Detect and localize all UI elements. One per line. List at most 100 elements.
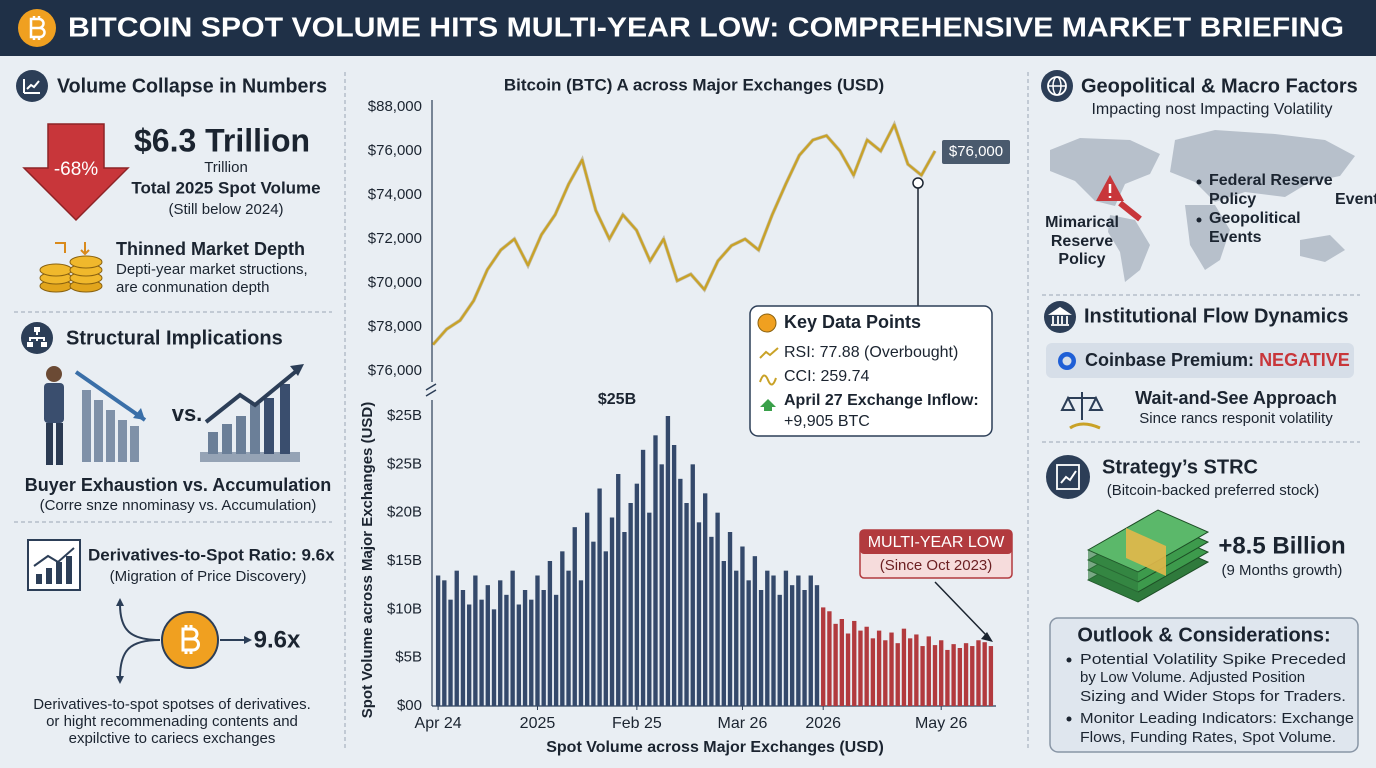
section-subtitle: Thinned Market Depth xyxy=(116,239,305,259)
amount: +8.5 Billion xyxy=(1218,532,1345,559)
map-label: Federal Reserve xyxy=(1209,172,1333,189)
outlook-title: Outlook & Considerations: xyxy=(1077,624,1330,646)
bar xyxy=(678,478,683,706)
coinbase-icon-inner xyxy=(1062,356,1072,366)
bar xyxy=(535,575,540,706)
bar xyxy=(473,575,478,706)
bar xyxy=(597,488,602,706)
callout-arrow xyxy=(934,581,988,637)
bar xyxy=(808,575,813,706)
y-tick-label: $25B xyxy=(387,455,422,472)
bar xyxy=(466,604,472,706)
bar xyxy=(448,599,453,706)
body-text: (Migration of Price Discovery) xyxy=(110,568,307,585)
bar xyxy=(622,532,627,706)
outlook-text: Potential Volatility Spike Preceded xyxy=(1080,651,1346,668)
body-text: are conmunation depth xyxy=(116,279,269,296)
bar xyxy=(703,493,708,706)
x-tick-label: Apr 24 xyxy=(415,715,462,732)
bar xyxy=(560,551,565,706)
y-tick-label: $10B xyxy=(387,600,422,617)
bar xyxy=(939,640,944,706)
x-tick-label: Mar 26 xyxy=(718,715,768,732)
bar xyxy=(870,638,876,706)
bar xyxy=(895,643,900,706)
bar xyxy=(740,546,745,706)
price-badge xyxy=(942,140,1010,164)
bar xyxy=(460,590,466,706)
outlook-text: Sizing and Wider Stops for Traders. xyxy=(1080,688,1346,705)
bar xyxy=(920,646,925,706)
bar xyxy=(970,646,975,706)
coin-icon xyxy=(757,313,777,333)
bar xyxy=(752,556,758,706)
outlook-box xyxy=(1049,617,1359,753)
key-data-item: +9,905 BTC xyxy=(784,413,870,430)
bar xyxy=(833,623,838,706)
x-tick-label: Feb 25 xyxy=(612,715,662,732)
premium-label-text: Coinbase Premium: xyxy=(1085,350,1254,370)
bar xyxy=(572,527,577,706)
bar xyxy=(435,575,441,706)
bar xyxy=(734,570,739,706)
bar xyxy=(647,512,652,706)
box-title: Key Data Points xyxy=(784,312,921,332)
bar xyxy=(889,632,894,706)
bullet xyxy=(1066,716,1072,722)
axis-break xyxy=(425,383,437,397)
bar xyxy=(926,636,931,706)
section-subtitle: (Bitcoin-backed preferred stock) xyxy=(1107,482,1320,499)
section-title: Institutional Flow Dynamics xyxy=(1084,305,1348,327)
y-axis-title: Spot Volume across Major Exchanges (USD) xyxy=(359,402,376,718)
bar xyxy=(945,649,950,706)
bar xyxy=(796,575,801,706)
down-arrow xyxy=(22,123,130,222)
coins-icon xyxy=(39,242,103,293)
bar xyxy=(485,585,490,706)
outlook-text: by Low Volume. Adjusted Position xyxy=(1080,669,1305,686)
bar xyxy=(789,585,795,706)
bar xyxy=(727,532,733,706)
bar xyxy=(821,607,826,706)
bar xyxy=(901,628,907,706)
flow-diagram xyxy=(116,598,252,684)
y-tick-label: $74,000 xyxy=(368,186,422,203)
inflow-icon xyxy=(760,399,776,411)
x-tick-label: 2026 xyxy=(805,715,841,732)
illustration xyxy=(44,364,304,465)
scales-icon xyxy=(1060,392,1104,430)
headline: $6.3 Trillion xyxy=(134,122,310,158)
bar xyxy=(957,648,963,706)
callout-arrowhead xyxy=(981,632,993,642)
bar xyxy=(852,620,857,706)
volume-label: Total 2025 Spot Volume xyxy=(131,178,320,197)
bar xyxy=(529,599,534,706)
premium-label: Coinbase Premium: NEGATIVE xyxy=(1085,350,1350,370)
x-axis-title: Spot Volume across Major Exchanges (USD) xyxy=(546,739,884,756)
vs-label: vs. xyxy=(172,401,203,426)
bar xyxy=(547,561,553,706)
bar xyxy=(765,570,770,706)
strategy-icon xyxy=(1046,455,1090,499)
bar xyxy=(777,594,782,706)
cci-icon xyxy=(759,374,777,386)
key-data-item: RSI: 77.88 (Overbought) xyxy=(784,344,958,361)
amount-note: (9 Months growth) xyxy=(1222,562,1343,579)
map-label: Mimarical xyxy=(1045,214,1119,231)
bar xyxy=(442,580,447,706)
y-tick-label: $76,000 xyxy=(368,362,422,379)
change-label: -68% xyxy=(54,159,98,180)
bank-icon xyxy=(1044,301,1076,333)
map-label: Geopolitical xyxy=(1209,210,1301,227)
structure-icon xyxy=(21,322,53,354)
map-label: Policy xyxy=(1058,251,1105,268)
y-tick-label: $88,000 xyxy=(368,98,422,115)
x-tick-label: 2025 xyxy=(520,715,556,732)
callout-subtitle: (Since Oct 2023) xyxy=(880,557,993,574)
rsi-icon xyxy=(759,347,779,359)
map-label: Events xyxy=(1335,191,1376,208)
chart-icon xyxy=(16,70,48,102)
outlook-text: Monitor Leading Indicators: Exchange xyxy=(1080,710,1354,727)
